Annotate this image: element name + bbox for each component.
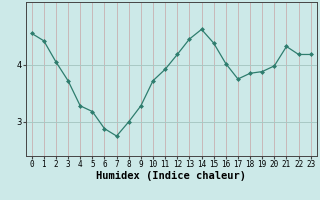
X-axis label: Humidex (Indice chaleur): Humidex (Indice chaleur)	[96, 171, 246, 181]
